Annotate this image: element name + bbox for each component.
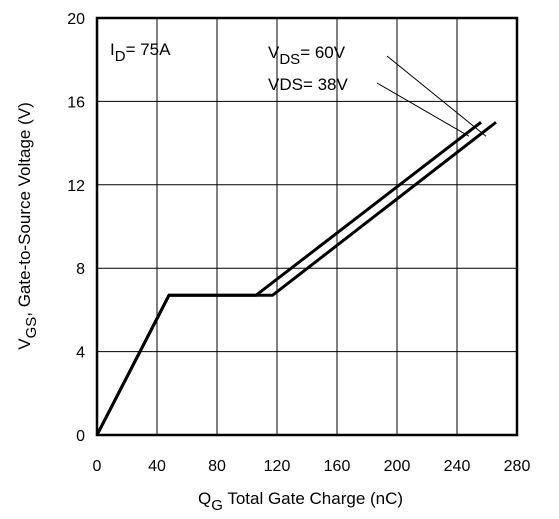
tick-labels: 0 40 80 120 160 200 240 280 0 4 8 12 16 20	[67, 11, 530, 475]
drain-current-label: ID= 75A	[110, 40, 171, 65]
x-tick-label: 80	[208, 458, 226, 475]
series-lines	[95, 121, 497, 436]
leader-line-vds-60v	[386, 55, 487, 137]
x-tick-label: 160	[324, 458, 351, 475]
x-tick-label: 0	[93, 458, 102, 475]
x-tick-label: 280	[504, 458, 531, 475]
x-tick-label: 240	[444, 458, 471, 475]
x-tick-label: 200	[384, 458, 411, 475]
series-label-vds-38v: VDS= 38V	[268, 75, 349, 94]
y-tick-label: 8	[76, 261, 85, 278]
series-line-vds-38v	[95, 121, 482, 436]
x-tick-label: 40	[148, 458, 166, 475]
plot-frame	[95, 16, 519, 437]
y-tick-label: 0	[76, 428, 85, 445]
x-tick-label: 120	[264, 458, 291, 475]
series-label-vds-60v: VDS= 60V	[268, 43, 346, 68]
y-tick-label: 4	[76, 345, 85, 362]
leader-line-vds-38v	[376, 82, 470, 137]
y-tick-label: 12	[67, 178, 85, 195]
leader-lines	[376, 55, 487, 137]
y-axis-label: VGS, Gate-to-Source Voltage (V)	[15, 102, 40, 350]
x-axis-label: QG Total Gate Charge (nC)	[198, 489, 403, 514]
grid	[97, 18, 517, 435]
y-tick-label: 20	[67, 11, 85, 28]
y-tick-label: 16	[67, 94, 85, 111]
